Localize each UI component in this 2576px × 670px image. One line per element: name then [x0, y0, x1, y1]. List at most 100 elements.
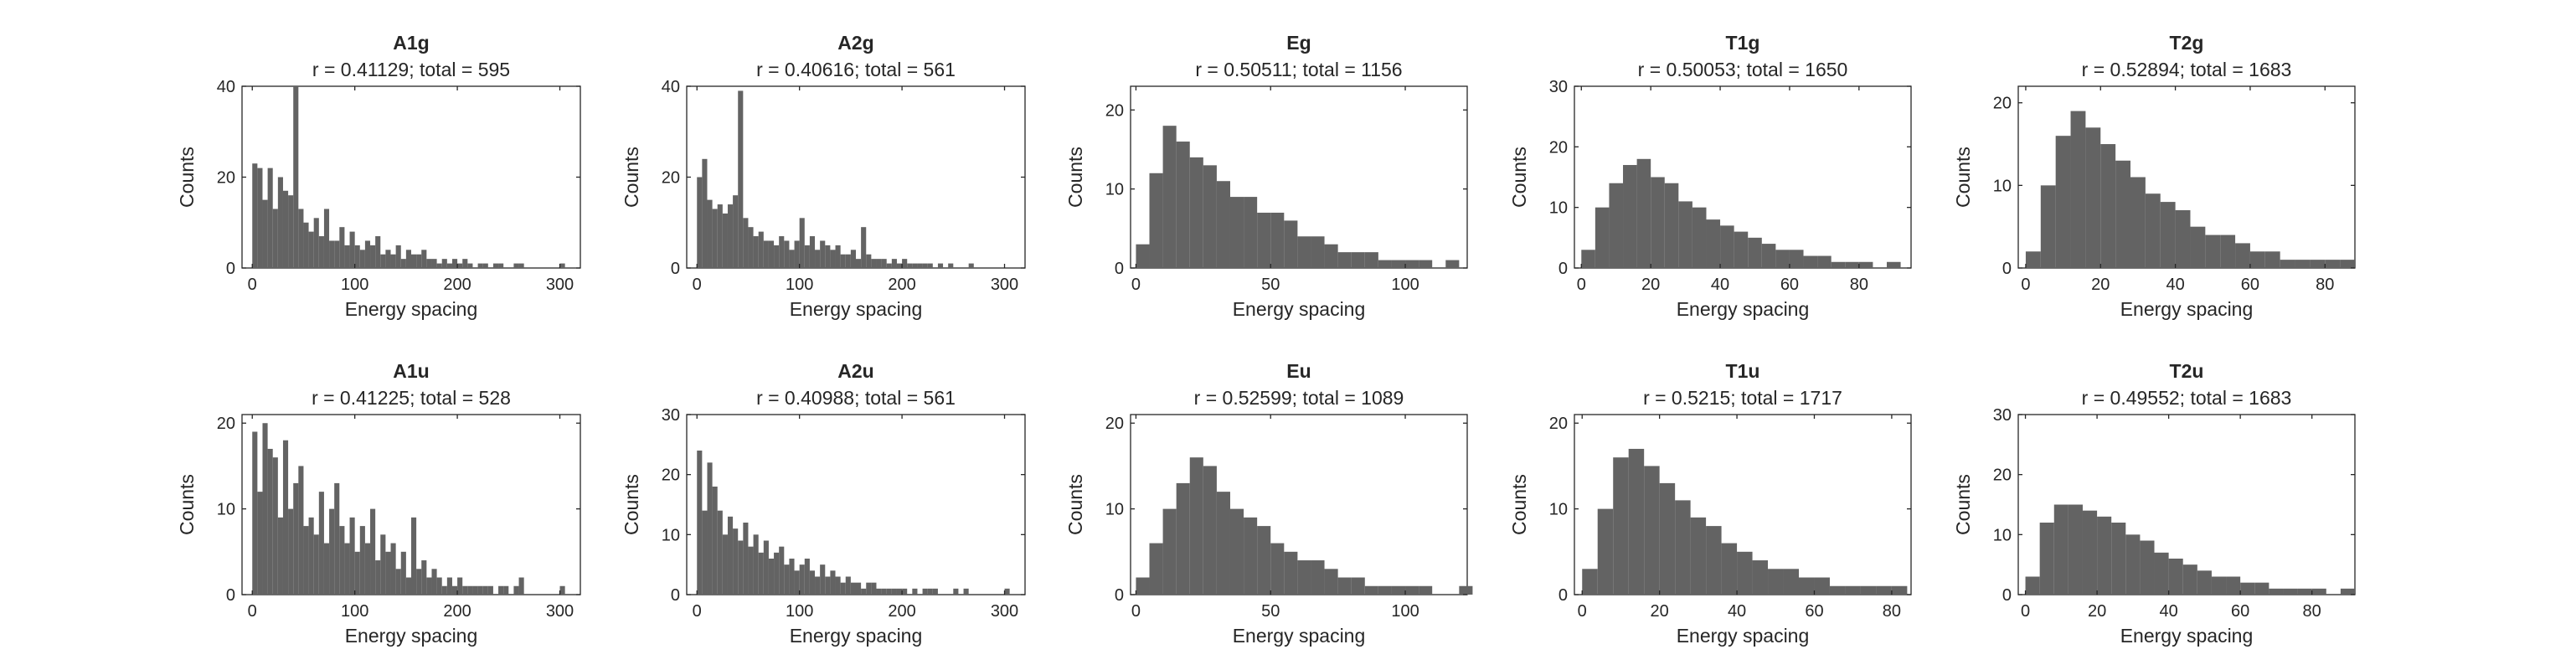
x-tick-label: 60 [2241, 276, 2259, 294]
histogram-bar [1858, 261, 1873, 268]
panel-title: T1u [1726, 360, 1760, 382]
histogram-bar [1203, 165, 1217, 268]
histogram-bar [804, 559, 810, 595]
histogram-panel: 0 100 200 300 0 20 40 A2g r = 0.40616; total = 5… [621, 32, 1026, 320]
histogram-bar [2068, 504, 2083, 595]
y-tick-label: 40 [217, 78, 235, 96]
histogram-bar [354, 245, 360, 269]
histogram-bar [727, 516, 734, 595]
y-tick-label: 10 [1105, 181, 1124, 199]
histogram-bar [727, 204, 734, 268]
y-axis-label: Counts [176, 147, 198, 208]
histogram-panel: 0 100 200 300 0 20 40 A1g r = 0.41129; total = 5… [176, 32, 581, 320]
histogram-bar [1284, 220, 1298, 268]
histogram-bar [395, 245, 401, 269]
histogram-bar [1257, 526, 1271, 595]
panel-subtitle: r = 0.5215; total = 1717 [1643, 387, 1842, 409]
histogram-bar [436, 577, 442, 595]
histogram-bar [1364, 585, 1378, 595]
histogram-panel: 0 50 100 0 10 20 Eu r = 0.52599; total = 1089 En… [1064, 360, 1473, 647]
x-tick-label: 20 [1641, 276, 1660, 294]
histogram-panel: 0 100 200 300 0 10 20 30 A2u r = 0.40988; total =… [621, 360, 1026, 647]
histogram-bar [948, 263, 954, 268]
histogram-bar [282, 440, 289, 595]
panel-title: Eu [1286, 360, 1311, 382]
histogram-bar [1270, 212, 1285, 268]
histogram-bar [446, 577, 452, 595]
histogram-bar [912, 263, 918, 268]
histogram-bar [339, 526, 345, 595]
x-tick-label: 40 [1711, 276, 1729, 294]
histogram-bar [2220, 234, 2236, 268]
histogram-bar [267, 448, 273, 595]
x-tick-label: 80 [1850, 276, 1868, 294]
y-tick-label: 10 [1105, 501, 1124, 519]
x-tick-label: 100 [341, 276, 368, 294]
histogram-bar [349, 517, 355, 595]
histogram-bar [323, 543, 330, 595]
histogram-bar [835, 245, 841, 269]
histogram-bar [1324, 244, 1338, 268]
histogram-bar [267, 168, 273, 268]
histogram-bar [2154, 552, 2169, 595]
histogram-bar [697, 177, 703, 268]
histogram-bar [421, 250, 427, 268]
histogram-bar [2175, 209, 2191, 268]
panel-subtitle: r = 0.40988; total = 561 [756, 387, 956, 409]
histogram-bar [2025, 576, 2040, 595]
histogram-bar [1311, 236, 1325, 268]
histogram-bar [441, 585, 447, 595]
histogram-bar [385, 250, 391, 268]
histogram-bar [323, 209, 330, 268]
histogram-bar [733, 528, 739, 595]
x-tick-label: 200 [443, 602, 471, 621]
x-tick-label: 60 [1805, 602, 1823, 621]
histogram-bar [518, 577, 524, 595]
x-tick-label: 0 [2021, 602, 2030, 621]
histogram-bar [902, 588, 908, 595]
histogram-bar [329, 240, 335, 268]
histogram-bar [303, 526, 309, 595]
histogram-bar [2197, 570, 2212, 595]
y-axis-label: Counts [621, 147, 642, 208]
histogram-bar [344, 245, 350, 269]
histogram-bar [963, 588, 969, 595]
histogram-bar [1162, 508, 1177, 595]
histogram-bar [1297, 560, 1311, 595]
x-axis-label: Energy spacing [1233, 298, 1366, 320]
histogram-bar [2040, 185, 2056, 268]
histogram-bar [758, 231, 764, 268]
histogram-bar [1405, 260, 1419, 268]
histogram-bar [1216, 492, 1230, 595]
x-tick-label: 20 [2088, 602, 2106, 621]
y-tick-label: 0 [1115, 260, 1124, 278]
histogram-bar [733, 195, 739, 268]
histogram-bar [1391, 585, 1406, 595]
histogram-bar [257, 168, 263, 268]
histogram-bar [334, 240, 340, 268]
histogram-bar [896, 263, 903, 268]
panel-subtitle: r = 0.52599; total = 1089 [1194, 387, 1404, 409]
histogram-bar [1644, 466, 1660, 595]
histogram-bar [293, 86, 299, 268]
histogram-bar [932, 588, 938, 595]
histogram-bar [405, 577, 411, 595]
histogram-bar [313, 218, 319, 268]
histogram-bar [339, 227, 345, 268]
histogram-bar [1419, 260, 1433, 268]
histogram-bar [1814, 577, 1830, 595]
y-tick-label: 0 [1115, 586, 1124, 605]
histogram-bar [364, 240, 371, 268]
y-tick-label: 20 [1105, 415, 1124, 433]
histogram-bar [1845, 261, 1859, 268]
histogram-bar [712, 209, 718, 268]
histogram-bar [1203, 466, 1217, 595]
histogram-bar [467, 585, 473, 595]
histogram-bar [2297, 588, 2312, 595]
x-tick-label: 0 [693, 602, 702, 621]
histogram-bar [1270, 543, 1285, 595]
x-tick-label: 100 [1391, 276, 1419, 294]
histogram-bar [861, 227, 867, 268]
histogram-bar [477, 585, 483, 595]
